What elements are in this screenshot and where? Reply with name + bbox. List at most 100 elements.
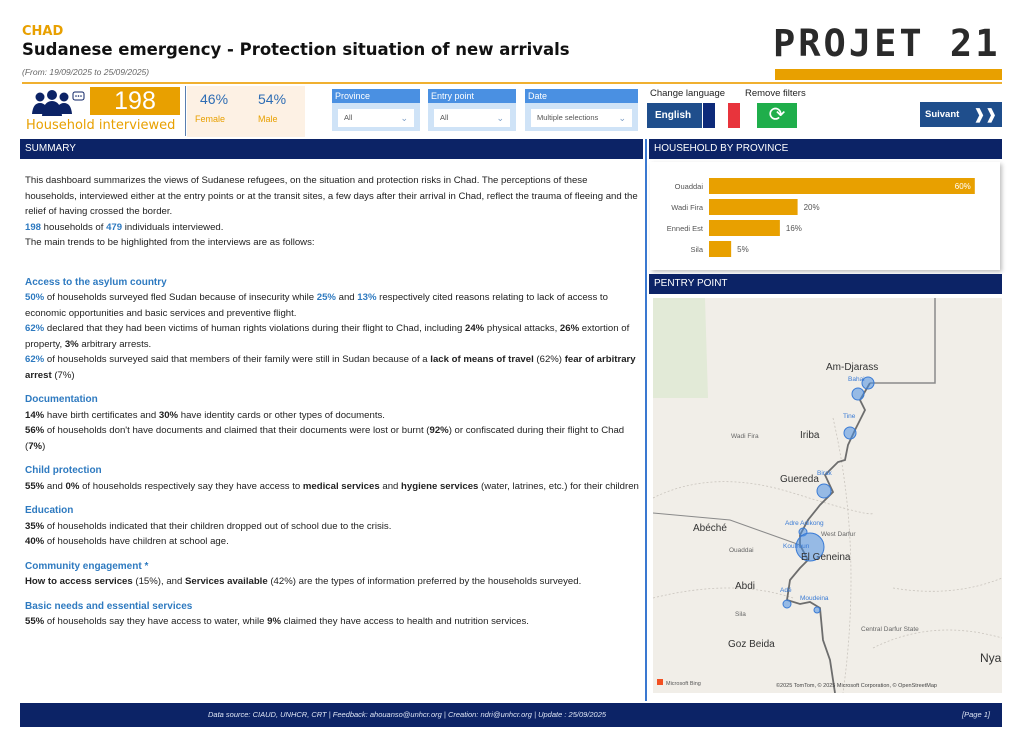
bar[interactable] [709, 220, 780, 236]
gender-panel [187, 86, 305, 137]
highlight-text: 56% [25, 425, 45, 436]
province-header: HOUSEHOLD BY PROVINCE [649, 139, 1002, 159]
text-run: respectively cited reasons relating to l… [25, 292, 608, 319]
highlight-text: 92% [429, 425, 449, 436]
highlight-text: 14% [25, 409, 45, 421]
map-region: Sila [735, 611, 746, 618]
text-run: ) or confiscated during their flight to … [25, 425, 625, 452]
highlight-text: 40% [25, 536, 45, 547]
highlight-text: 62% [25, 323, 45, 334]
text-run: of households respectively say they have… [79, 480, 303, 492]
summary-paragraph: 50% of households surveyed fled Sudan be… [25, 290, 639, 321]
date-filter[interactable]: Date Multiple selections ⌄ [525, 89, 638, 131]
data-label: 16% [786, 224, 802, 233]
entry-point-label: Tine [843, 413, 856, 420]
text-run: of households say they have access to wa… [44, 616, 268, 627]
date-select[interactable]: Multiple selections ⌄ [531, 109, 632, 127]
map-place: Iriba [800, 430, 820, 441]
text-run: and [335, 292, 358, 303]
households-label: Household interviewed [26, 118, 176, 133]
refresh-icon[interactable]: ⟳ [757, 103, 797, 128]
text-run: claimed they have access to health and n… [281, 616, 529, 627]
footer: Data source: CIAUD, UNHCR, CRT | Feedbac… [20, 703, 1002, 727]
text-run: of households indicated that their child… [44, 520, 392, 532]
text-run: individuals interviewed. [122, 221, 224, 233]
highlight-text: 7% [28, 440, 43, 452]
category-label: Ouaddai [675, 182, 704, 191]
highlight-text: 26% [559, 323, 580, 334]
text-run: have birth certificates and [44, 409, 159, 421]
text-run: This dashboard summarizes the views of S… [25, 175, 638, 217]
text-run: (15%), and [132, 576, 185, 587]
map-place: Nya [980, 651, 1002, 665]
entry-point-select[interactable]: All ⌄ [434, 109, 510, 127]
highlight-text: 479 [106, 221, 123, 233]
bar[interactable] [709, 199, 798, 215]
highlight-text: 35% [25, 520, 45, 532]
summary-text: This dashboard summarizes the views of S… [25, 173, 639, 630]
map-place: Am-Djarass [826, 362, 878, 373]
province-select[interactable]: All ⌄ [338, 109, 414, 127]
text-run: Documentation [25, 394, 98, 405]
text-run: Access to the asylum country [25, 276, 167, 288]
highlight-text: Services available [185, 576, 268, 587]
text-run: and [379, 480, 402, 492]
bar[interactable] [709, 178, 975, 194]
text-run: of households surveyed fled Sudan becaus… [44, 292, 317, 303]
change-language-label: Change language [650, 88, 726, 99]
highlight-text: 62% [25, 354, 45, 365]
select-value: Multiple selections [537, 113, 599, 122]
text-run: arbitrary arrests. [78, 338, 152, 350]
entry-point-map[interactable]: Am-Djarass Iriba Guereda Abéché El Genei… [653, 298, 1002, 693]
entry-point-filter[interactable]: Entry point All ⌄ [428, 89, 516, 131]
map-green-area [653, 298, 708, 398]
female-label: Female [195, 114, 226, 124]
province-filter[interactable]: Province All ⌄ [332, 89, 420, 131]
page-title: Sudanese emergency - Protection situatio… [22, 40, 570, 59]
map-attribution: ©2025 TomTom, © 2025 Microsoft Corporati… [776, 682, 937, 689]
highlight-text: 55% [25, 616, 45, 627]
male-label: Male [258, 114, 278, 124]
date-range: (From: 19/09/2025 to 25/09/2025) [22, 67, 150, 77]
select-value: All [344, 113, 353, 122]
text-run: and [44, 480, 66, 492]
spacer [25, 251, 639, 266]
households-count: 198 [90, 87, 180, 115]
map-place: Abdi [735, 581, 755, 592]
entry-point-bubble [816, 483, 832, 499]
highlight-text: 0% [65, 480, 80, 492]
map-place: Guereda [780, 474, 819, 485]
chevron-down-icon: ⌄ [400, 113, 408, 123]
french-flag-button[interactable] [703, 103, 715, 128]
section-heading: Basic needs and essential services [25, 599, 639, 615]
map-region: Central Darfur State [861, 626, 919, 633]
entry-point-bubble [795, 532, 825, 562]
data-label: 60% [955, 182, 971, 191]
map-place: El Geneina [801, 552, 851, 563]
province-chart-card: Ouaddai 60% Wadi Fira 20% Ennedi Est 16% Sila 5… [650, 162, 1000, 270]
bar[interactable] [709, 241, 732, 257]
text-run: Basic needs and essential services [25, 600, 193, 612]
entry-point-label: Adre Adikong [785, 520, 824, 527]
map-place: Abéché [693, 523, 727, 534]
highlight-text: 3% [64, 338, 79, 350]
male-pct: 54% [258, 91, 287, 107]
entry-point-bubble [843, 426, 857, 440]
highlight-text: 55% [25, 480, 45, 492]
next-button[interactable]: Suivant ❱❱ [920, 102, 1002, 127]
summary-paragraph: 198 households of 479 individuals interv… [25, 220, 639, 236]
text-run: (42%) are the types of information prefe… [267, 576, 582, 587]
entry-point-label: Koufroun [783, 543, 810, 550]
english-button[interactable]: English [647, 103, 702, 128]
filter-label: Entry point [428, 89, 516, 103]
highlight-text: lack of means of travel [430, 354, 534, 365]
french-flag-red-stripe[interactable] [728, 103, 740, 128]
summary-paragraph: 62% declared that they had been victims … [25, 321, 639, 352]
section-heading: Community engagement * [25, 559, 639, 575]
logo-accent-bar [775, 69, 1002, 80]
kpi-divider [185, 86, 186, 136]
highlight-text: 13% [357, 292, 377, 303]
data-label: 5% [737, 245, 749, 254]
category-label: Wadi Fira [671, 203, 704, 212]
chevron-down-icon: ⌄ [618, 113, 626, 123]
